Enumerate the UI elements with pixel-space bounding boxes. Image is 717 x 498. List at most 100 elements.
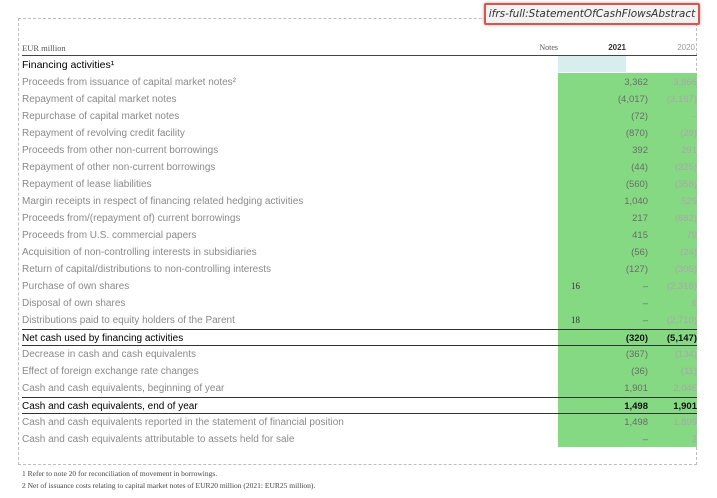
- xbrl-tag-label[interactable]: ifrs-full:StatementOfCashFlowsAbstract: [484, 3, 700, 25]
- row-label: Effect of foreign exchange rate changes: [22, 366, 199, 377]
- row-label: Repayment of other non-current borrowing…: [22, 162, 216, 173]
- row-note: 18: [571, 315, 580, 325]
- value-2021[interactable]: 415: [632, 230, 648, 241]
- value-2021[interactable]: (72): [631, 111, 648, 122]
- value-2020[interactable]: 529: [681, 196, 697, 207]
- row-label: Cash and cash equivalents, beginning of …: [22, 383, 225, 394]
- table-row: Return of capital/distributions to non-c…: [22, 261, 697, 278]
- value-2021[interactable]: (320): [625, 333, 648, 344]
- value-2020[interactable]: 79: [686, 230, 697, 241]
- table-row: Cash and cash equivalents, beginning of …: [22, 380, 697, 397]
- value-2021[interactable]: (4,017): [617, 94, 648, 105]
- table-row: Repayment of other non-current borrowing…: [22, 159, 697, 176]
- value-2020[interactable]: 6: [691, 298, 697, 309]
- value-2021[interactable]: –: [642, 434, 648, 445]
- row-label: Decrease in cash and cash equivalents: [22, 349, 196, 360]
- table-row: Proceeds from other non-current borrowin…: [22, 142, 697, 159]
- table-row: Cash and cash equivalents reported in th…: [22, 414, 697, 431]
- row-label: Repayment of lease liabilities: [22, 179, 152, 190]
- footnote-2: 2 Net of issuance costs relating to capi…: [22, 481, 316, 490]
- value-2021[interactable]: (36): [631, 366, 648, 377]
- value-2021[interactable]: (44): [631, 162, 648, 173]
- table-row: Repayment of lease liabilities (560) (35…: [22, 176, 697, 193]
- value-2020[interactable]: (2,318): [666, 281, 697, 292]
- value-2021[interactable]: –: [642, 281, 648, 292]
- value-2020[interactable]: (29): [680, 128, 697, 139]
- value-2021[interactable]: (560): [625, 179, 648, 190]
- value-2021[interactable]: 217: [632, 213, 648, 224]
- row-label: Return of capital/distributions to non-c…: [22, 264, 272, 275]
- value-2020[interactable]: 2,046: [673, 383, 697, 394]
- value-2020[interactable]: (3,167): [666, 94, 697, 105]
- row-label: Cash and cash equivalents reported in th…: [22, 417, 344, 428]
- value-2021[interactable]: –: [642, 298, 648, 309]
- table-row: Decrease in cash and cash equivalents (3…: [22, 346, 697, 363]
- value-2021[interactable]: (56): [631, 247, 648, 258]
- row-label: Distributions paid to equity holders of …: [22, 315, 235, 326]
- value-2021[interactable]: (367): [625, 349, 648, 360]
- table-row: Acquisition of non-controlling interests…: [22, 244, 697, 261]
- value-2020[interactable]: 2: [691, 434, 697, 445]
- value-2020[interactable]: 1,901: [673, 401, 697, 412]
- value-2021[interactable]: 1,498: [624, 417, 648, 428]
- row-label: Acquisition of non-controlling interests…: [22, 247, 257, 258]
- row-label: Repayment of revolving credit facility: [22, 128, 185, 139]
- table-row: Proceeds from issuance of capital market…: [22, 74, 697, 91]
- value-2020[interactable]: (325): [674, 162, 697, 173]
- cash-flow-table: Financing activities¹ Proceeds from issu…: [22, 57, 697, 448]
- header-rule: [22, 55, 697, 56]
- value-2020[interactable]: (682): [674, 213, 697, 224]
- table-row: Financing activities¹: [22, 57, 697, 74]
- row-label: Proceeds from U.S. commercial papers: [22, 230, 197, 241]
- value-2021[interactable]: 392: [632, 145, 648, 156]
- row-label: Financing activities¹: [22, 59, 115, 71]
- row-label: Proceeds from/(repayment of) current bor…: [22, 213, 241, 224]
- table-row: Purchase of own shares 16 – (2,318): [22, 278, 697, 295]
- row-label: Repayment of capital market notes: [22, 94, 177, 105]
- value-2020[interactable]: (24): [680, 247, 697, 258]
- value-2021[interactable]: (870): [625, 128, 648, 139]
- table-row-total: Cash and cash equivalents, end of year 1…: [22, 397, 697, 414]
- row-label: Margin receipts in respect of financing …: [22, 196, 304, 207]
- value-2020[interactable]: (305): [674, 264, 697, 275]
- value-2020[interactable]: (358): [674, 179, 697, 190]
- value-2020[interactable]: (5,147): [666, 333, 697, 344]
- value-2021[interactable]: 1,498: [624, 401, 648, 412]
- table-row: Proceeds from/(repayment of) current bor…: [22, 210, 697, 227]
- table-row: Margin receipts in respect of financing …: [22, 193, 697, 210]
- table-row: Repayment of capital market notes (4,017…: [22, 91, 697, 108]
- table-row: Effect of foreign exchange rate changes …: [22, 363, 697, 380]
- row-label: Cash and cash equivalents, end of year: [22, 401, 198, 412]
- year-2021-header: 2021: [608, 43, 626, 52]
- row-label: Proceeds from other non-current borrowin…: [22, 145, 219, 156]
- row-label: Disposal of own shares: [22, 298, 126, 309]
- table-row: Repurchase of capital market notes (72) …: [22, 108, 697, 125]
- row-label: Net cash used by financing activities: [22, 333, 184, 344]
- row-label: Proceeds from issuance of capital market…: [22, 77, 236, 88]
- value-2020[interactable]: (11): [680, 366, 697, 377]
- notes-header: Notes: [539, 43, 558, 52]
- value-2021[interactable]: 3,362: [624, 77, 648, 88]
- value-2020[interactable]: (2,710): [666, 315, 697, 326]
- row-label: Purchase of own shares: [22, 281, 130, 292]
- table-row: Proceeds from U.S. commercial papers 415…: [22, 227, 697, 244]
- table-row-total: Net cash used by financing activities (3…: [22, 329, 697, 346]
- table-row: Cash and cash equivalents attributable t…: [22, 431, 697, 448]
- row-label: Cash and cash equivalents attributable t…: [22, 434, 295, 445]
- value-2020[interactable]: 3,866: [673, 77, 697, 88]
- table-row: Disposal of own shares – 6: [22, 295, 697, 312]
- row-label: Repurchase of capital market notes: [22, 111, 180, 122]
- value-2021[interactable]: 1,901: [624, 383, 648, 394]
- unit-header: EUR million: [22, 43, 66, 53]
- year-2020-header: 2020: [677, 43, 695, 52]
- value-2020[interactable]: (134): [674, 349, 697, 360]
- value-2021[interactable]: (127): [625, 264, 648, 275]
- value-2021[interactable]: 1,040: [624, 196, 648, 207]
- table-row: Repayment of revolving credit facility (…: [22, 125, 697, 142]
- value-2020[interactable]: –: [691, 111, 697, 122]
- value-2020[interactable]: 1,899: [673, 417, 697, 428]
- footnote-1: 1 Refer to note 20 for reconciliation of…: [22, 469, 218, 478]
- column-highlight-header: [558, 55, 626, 72]
- value-2021[interactable]: –: [642, 315, 648, 326]
- value-2020[interactable]: 291: [681, 145, 697, 156]
